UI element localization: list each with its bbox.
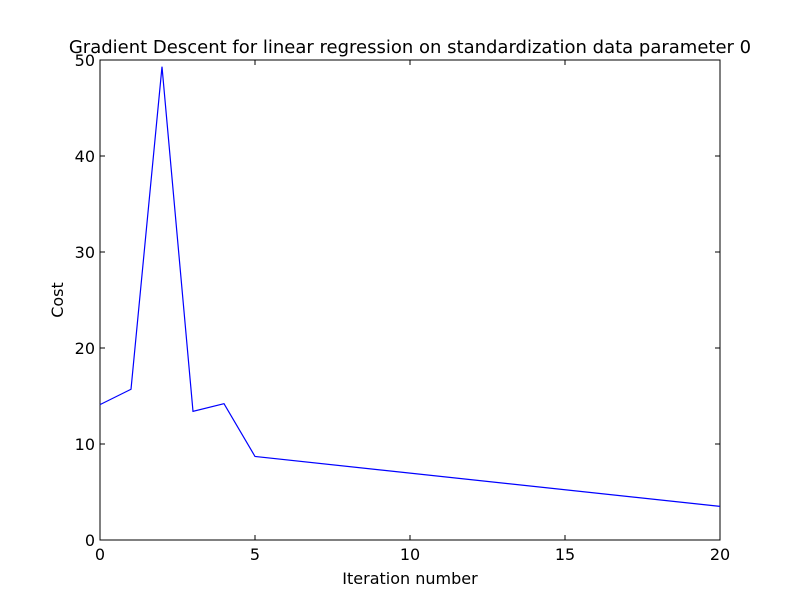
y-tick-label: 20: [75, 339, 95, 358]
x-tick-labels: 0 5 10 15 20: [95, 545, 730, 564]
y-tick-label: 10: [75, 435, 95, 454]
x-tick-label: 15: [555, 545, 575, 564]
chart-title: Gradient Descent for linear regression o…: [69, 37, 751, 58]
x-tick-label: 0: [95, 545, 105, 564]
y-tick-label: 50: [75, 51, 95, 70]
y-tick-label: 0: [85, 531, 95, 550]
x-tick-label: 5: [250, 545, 260, 564]
x-axis-label: Iteration number: [342, 569, 478, 588]
y-tick-labels: 0 10 20 30 40 50: [75, 51, 95, 550]
y-tick-label: 30: [75, 243, 95, 262]
plot-area: [99, 59, 721, 541]
x-tick-label: 20: [710, 545, 730, 564]
y-tick-label: 40: [75, 147, 95, 166]
x-tick-label: 10: [400, 545, 420, 564]
series-layer: [99, 66, 721, 507]
tick-layer: [99, 59, 721, 541]
plot-frame: [99, 59, 721, 541]
series-line-0: [99, 66, 721, 507]
y-axis-label: Cost: [48, 282, 67, 318]
